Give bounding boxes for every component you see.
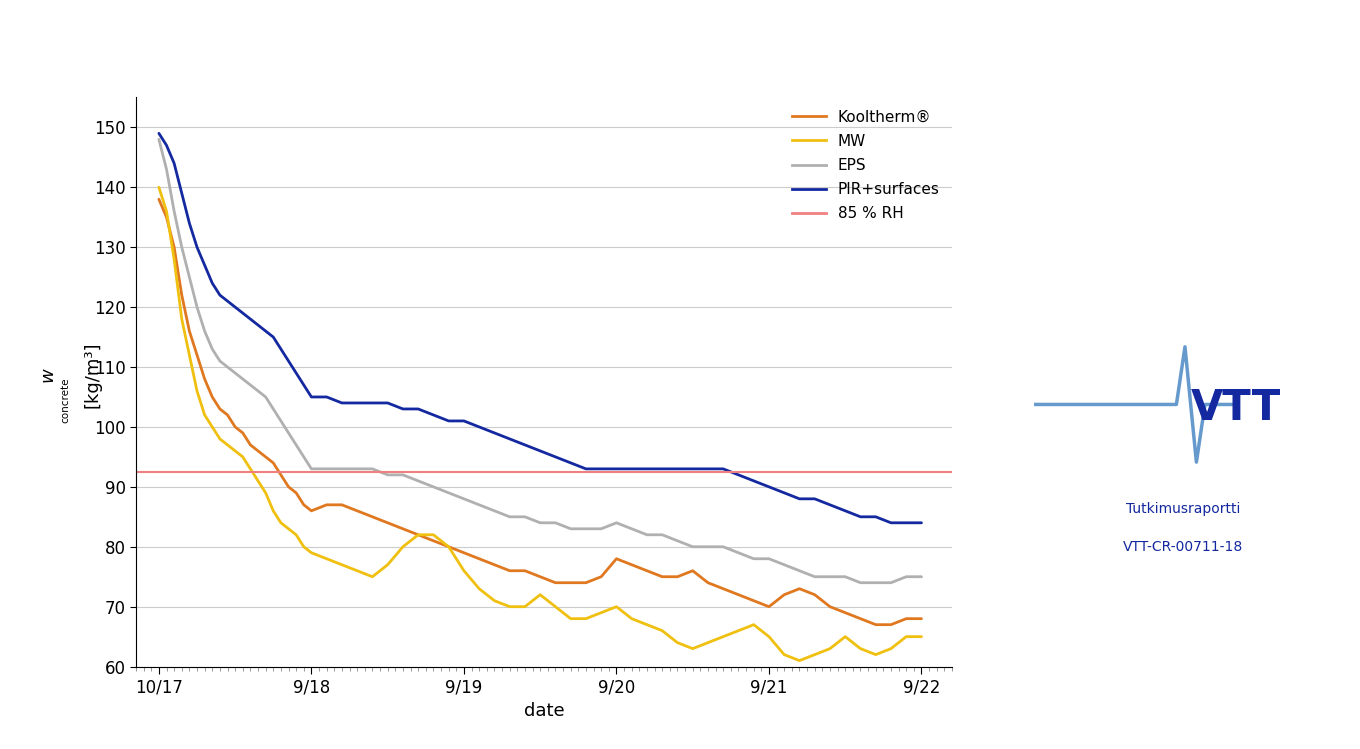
Text: [kg/m³]: [kg/m³] [83, 342, 102, 407]
Text: w: w [38, 367, 57, 382]
Text: VTT-CR-00711-18: VTT-CR-00711-18 [1123, 540, 1243, 554]
Legend: Kooltherm®, MW, EPS, PIR+surfaces, 85 % RH: Kooltherm®, MW, EPS, PIR+surfaces, 85 % … [787, 105, 944, 226]
Text: Tutkimusraportti: Tutkimusraportti [1126, 503, 1240, 516]
Text: concrete: concrete [60, 378, 71, 423]
X-axis label: date: date [524, 702, 564, 720]
Text: VTT: VTT [1191, 386, 1281, 428]
